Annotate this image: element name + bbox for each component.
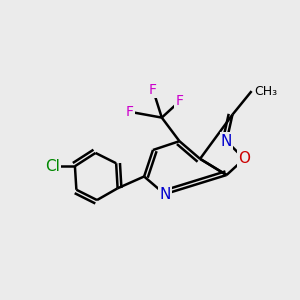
Text: F: F bbox=[149, 82, 157, 97]
Text: Cl: Cl bbox=[45, 159, 60, 174]
Text: F: F bbox=[125, 105, 134, 119]
Text: O: O bbox=[238, 151, 250, 166]
Text: N: N bbox=[221, 134, 232, 149]
Text: N: N bbox=[159, 187, 170, 202]
Text: CH₃: CH₃ bbox=[254, 85, 278, 98]
Text: F: F bbox=[176, 94, 183, 108]
